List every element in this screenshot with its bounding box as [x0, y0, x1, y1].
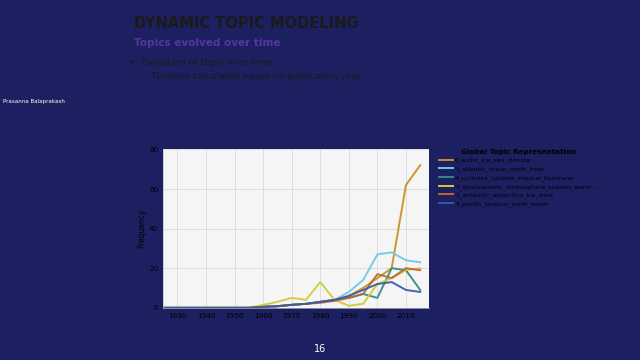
Text: Topics evolved over time: Topics evolved over time: [134, 38, 281, 48]
Text: 16: 16: [314, 344, 326, 354]
Legend: 0_arctic_ice_sea_climate, 1_atlantic_ocean_north_heat, 4_cyclones_cyclone_tropic: 0_arctic_ice_sea_climate, 1_atlantic_oce…: [436, 146, 600, 210]
Y-axis label: Frequency: Frequency: [138, 209, 147, 248]
Text: Prasanna Balaprakash: Prasanna Balaprakash: [3, 99, 65, 104]
Text: •  Evolution of topic over time: • Evolution of topic over time: [130, 58, 273, 67]
Text: –  Timeline calculated based on publication year: – Timeline calculated based on publicati…: [141, 72, 360, 81]
Text: DYNAMIC TOPIC MODELING: DYNAMIC TOPIC MODELING: [134, 16, 359, 31]
